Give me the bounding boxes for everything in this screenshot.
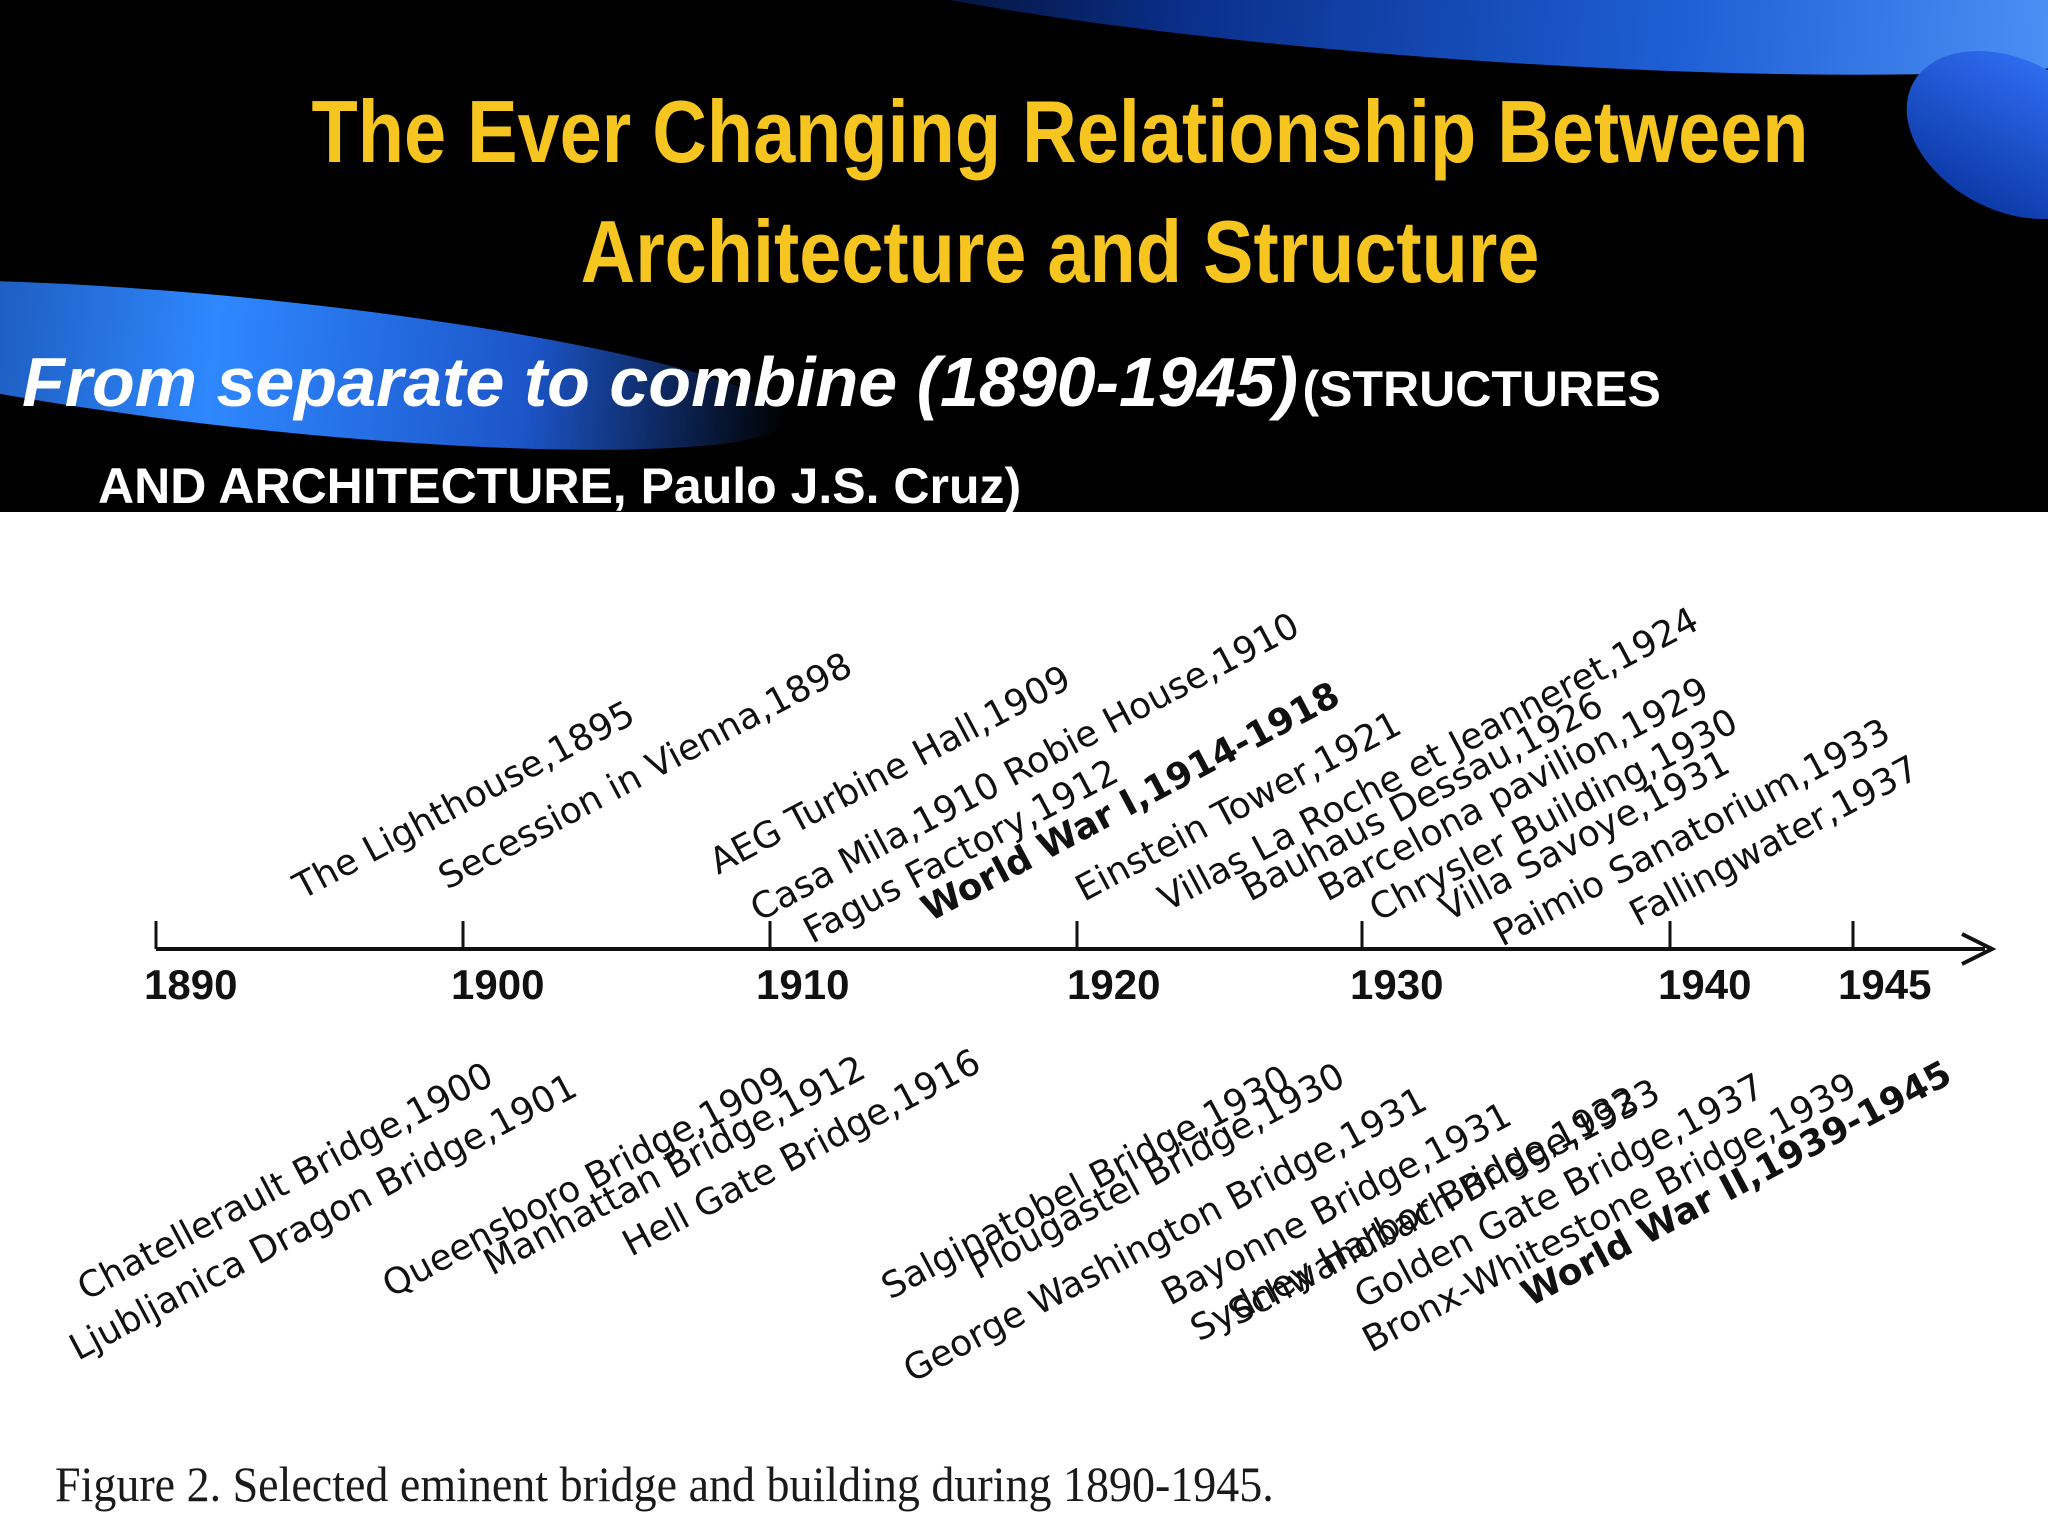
subtitle-reference-line2: AND ARCHITECTURE, Paulo J.S. Cruz) (98, 458, 1022, 512)
figure-caption: Figure 2. Selected eminent bridge and bu… (55, 1456, 1274, 1512)
slide-header: The Ever Changing Relationship Between A… (0, 0, 2048, 512)
figure-panel: 1890 1900 1910 1920 1930 1940 1945 The Lightho… (0, 512, 2048, 1536)
timeline-year-label: 1920 (1067, 961, 1160, 1008)
timeline-year-label: 1910 (756, 961, 849, 1008)
timeline-ticks (154, 921, 1855, 949)
timeline-year-label: 1900 (451, 961, 544, 1008)
subtitle-reference-line1: (STRUCTURES (1302, 361, 1661, 417)
slide-title: The Ever Changing Relationship Between A… (303, 72, 1817, 312)
slide-subtitle: From separate to combine (1890-1945) (ST… (22, 340, 2022, 512)
timeline-year-label: 1930 (1350, 961, 1443, 1008)
timeline-arrowhead (1961, 932, 1997, 966)
timeline-diagram: 1890 1900 1910 1920 1930 1940 1945 The Lightho… (63, 600, 1997, 1391)
subtitle-main: From separate to combine (1890-1945) (22, 343, 1299, 421)
timeline-year-labels: 1890 1900 1910 1920 1930 1940 1945 (144, 961, 1931, 1008)
timeline-year-label: 1940 (1658, 961, 1751, 1008)
timeline-year-label: 1945 (1838, 961, 1931, 1008)
slide-title-line2: Architecture and Structure (580, 202, 1540, 301)
slide-title-line1: The Ever Changing Relationship Between (311, 82, 1809, 181)
timeline-year-label: 1890 (144, 961, 237, 1008)
timeline-axis (156, 932, 1997, 966)
